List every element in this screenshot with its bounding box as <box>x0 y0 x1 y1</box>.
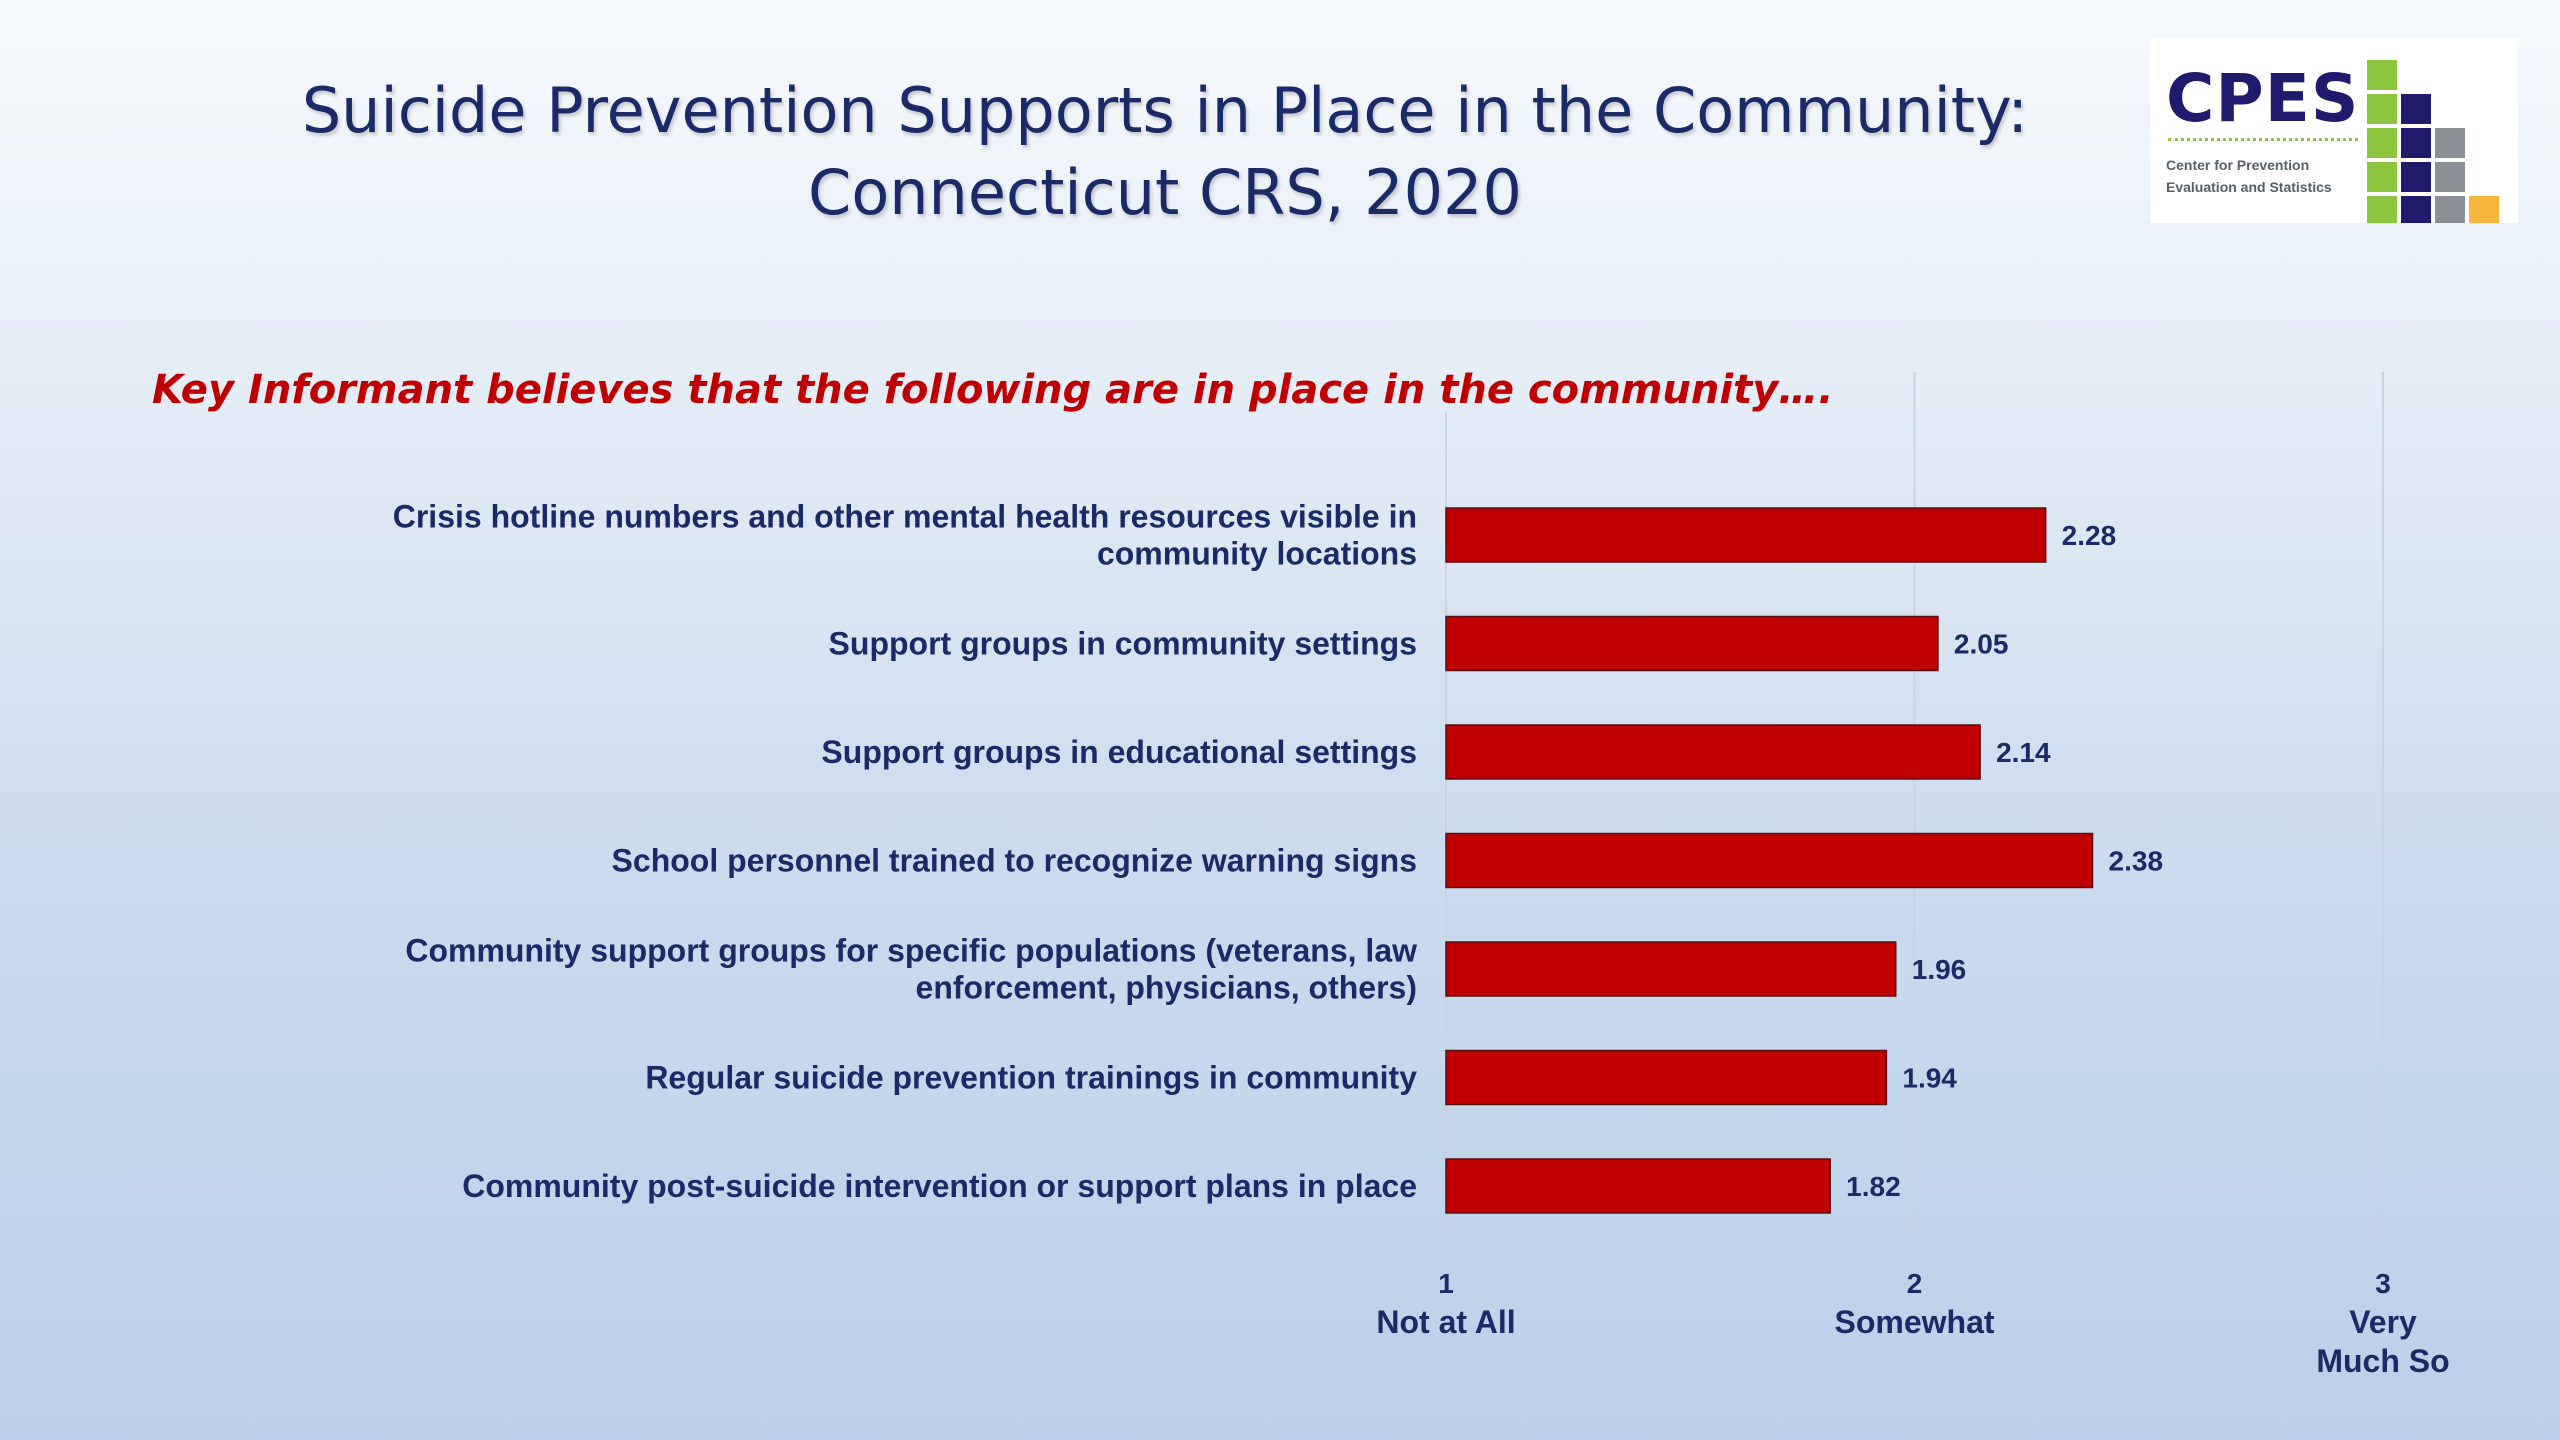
logo-square <box>2367 128 2397 158</box>
cpes-logo: CPES Center for Prevention Evaluation an… <box>2150 38 2518 223</box>
tick-caption: Not at All <box>1376 1304 1515 1340</box>
category-label: Crisis hotline numbers and other mental … <box>393 499 1417 572</box>
data-label: 2.38 <box>2109 846 2164 877</box>
tick-caption: Somewhat <box>1834 1304 1994 1340</box>
category-label: Support groups in educational settings <box>821 734 1417 770</box>
logo-square <box>2435 128 2465 158</box>
logo-square <box>2401 196 2431 223</box>
bar <box>1445 941 1897 997</box>
logo-square <box>2435 162 2465 192</box>
category-label: Support groups in community settings <box>829 626 1417 662</box>
bar <box>1445 1158 1831 1214</box>
tick-caption: Very Much So <box>2316 1304 2449 1379</box>
tick-label: 1 <box>1438 1268 1454 1299</box>
data-label: 1.82 <box>1846 1171 1901 1202</box>
logo-square <box>2401 128 2431 158</box>
data-label: 1.96 <box>1912 954 1967 985</box>
logo-wordmark: CPES <box>2166 60 2360 137</box>
logo-subtitle-line-1: Center for Prevention <box>2166 157 2310 173</box>
logo-dotted-divider <box>2168 138 2358 141</box>
logo-squares-icon <box>2367 60 2499 223</box>
category-label: Community support groups for specific po… <box>405 933 1417 1006</box>
category-label: Regular suicide prevention trainings in … <box>645 1060 1417 1096</box>
bar <box>1445 724 1981 780</box>
logo-square <box>2401 94 2431 124</box>
slide-title: Suicide Prevention Supports in Place in … <box>220 70 2110 234</box>
tick-label: 3 <box>2375 1268 2391 1299</box>
logo-square <box>2401 162 2431 192</box>
logo-square <box>2367 196 2397 223</box>
logo-square <box>2367 60 2397 90</box>
tick-label: 2 <box>1907 1268 1923 1299</box>
logo-square <box>2367 94 2397 124</box>
bar <box>1445 507 2047 563</box>
logo-subtitle: Center for Prevention Evaluation and Sta… <box>2166 154 2332 198</box>
chart-subtitle: Key Informant believes that the followin… <box>152 367 1834 413</box>
slide-title-line-2: Connecticut CRS, 2020 <box>808 156 1522 229</box>
data-label: 1.94 <box>1902 1063 1957 1094</box>
category-label: School personnel trained to recognize wa… <box>612 843 1417 879</box>
logo-square <box>2435 196 2465 223</box>
data-label: 2.28 <box>2062 520 2117 551</box>
data-label: 2.14 <box>1996 737 2051 768</box>
logo-square <box>2469 196 2499 223</box>
logo-subtitle-line-2: Evaluation and Statistics <box>2166 179 2332 195</box>
bar <box>1445 832 2094 889</box>
slide-title-line-1: Suicide Prevention Supports in Place in … <box>301 74 2029 147</box>
bar <box>1445 1049 1888 1106</box>
category-label: Community post-suicide intervention or s… <box>462 1168 1417 1204</box>
bar <box>1445 615 1939 672</box>
data-label: 2.05 <box>1954 629 2009 660</box>
logo-square <box>2367 162 2397 192</box>
